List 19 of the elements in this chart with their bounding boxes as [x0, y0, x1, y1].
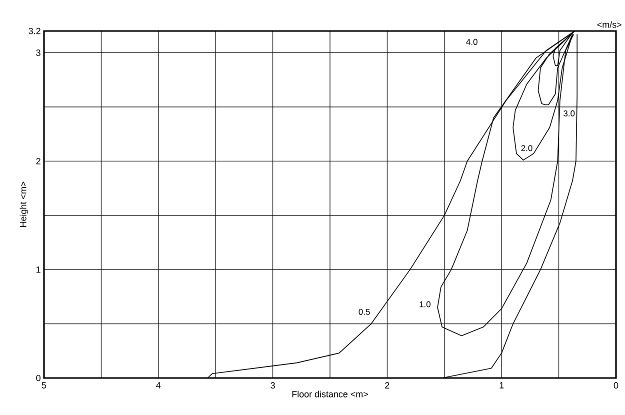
annotation: 0.5 [358, 308, 370, 315]
y-tick-label: 3.2 [28, 28, 40, 34]
x-tick-label: 3 [270, 382, 275, 389]
x-tick-label: 0 [614, 382, 618, 389]
y-tick-label: 2 [36, 158, 40, 164]
y-tick-label: 3 [36, 50, 40, 56]
x-axis-title: Floor distance <m> [292, 390, 368, 398]
x-tick-label: 2 [385, 382, 390, 388]
annotation: 3.0 [564, 110, 575, 116]
annotation: 2.0 [521, 145, 532, 152]
x-tick-label: 4 [156, 382, 161, 388]
y-tick-label: 0 [36, 374, 40, 382]
y-tick-label: 1 [36, 266, 40, 273]
x-tick-label: 5 [42, 382, 46, 388]
y-axis-title: Height <m> [20, 182, 28, 227]
text: <m/s> [597, 21, 622, 28]
annotation: 4.0 [466, 38, 478, 45]
annotation: 1.0 [420, 301, 430, 308]
x-tick-label: 1 [500, 382, 504, 388]
